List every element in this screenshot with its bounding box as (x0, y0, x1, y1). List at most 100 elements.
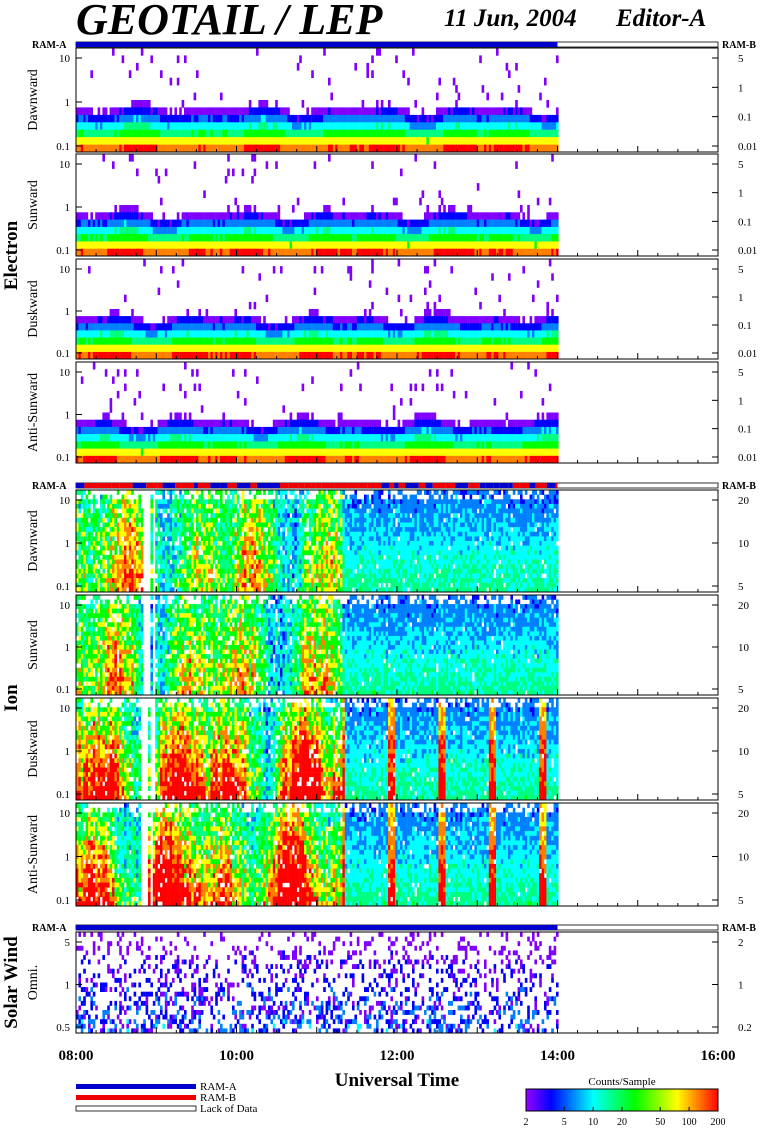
spectrogram-cell (496, 122, 499, 130)
spectrogram-cell (486, 352, 489, 359)
spectrogram-cell (290, 427, 293, 435)
spectrogram-cell (364, 212, 367, 220)
spectrogram-cell (290, 434, 293, 442)
spectrogram-cell (258, 352, 261, 359)
spectrogram-cell (297, 115, 300, 123)
spectrogram-cell (98, 338, 101, 345)
spectrogram-cell (530, 323, 533, 330)
spectrogram-cell (304, 241, 307, 249)
spectrogram-cell (244, 249, 247, 257)
spectrogram-cell (338, 352, 341, 359)
spectrogram-cell (311, 234, 314, 242)
spectrogram-cell (126, 338, 129, 345)
spectrogram-cell (388, 434, 391, 442)
spectrogram-cell (503, 227, 506, 235)
spectrogram-cell (453, 212, 456, 220)
spectrogram-cell (249, 220, 252, 228)
spectrogram-cell (491, 212, 494, 220)
spectrogram-cell (290, 130, 293, 138)
spectrogram-cell (388, 122, 391, 130)
spectrogram-cell (338, 107, 341, 115)
spectrogram-cell (465, 427, 468, 435)
spectrogram-cell (129, 345, 132, 352)
spectrogram-cell (479, 145, 482, 153)
spectrogram-cell (383, 145, 386, 153)
spectrogram-cell (232, 338, 235, 345)
spectrogram-cell (374, 212, 377, 220)
spectrogram-cell (110, 130, 113, 138)
spectrogram-cell (302, 100, 305, 108)
spectrogram-cell (249, 434, 252, 442)
spectrogram-cell (446, 427, 449, 435)
spectrogram-cell (280, 107, 283, 115)
spectrogram-cell (270, 352, 273, 359)
spectrogram-cell (515, 122, 518, 130)
spectrogram-cell (86, 323, 89, 330)
spectrogram-cell (234, 227, 237, 235)
spectrogram-cell (167, 352, 170, 359)
spectrogram-cell (486, 212, 489, 220)
spectrogram-cell (350, 212, 353, 220)
spectrogram-cell (393, 413, 396, 421)
spectrogram-cell (146, 427, 149, 435)
spectrogram-cell (206, 145, 209, 153)
spectrogram-cell (90, 420, 93, 428)
spectrogram-cell (400, 115, 403, 123)
spectrogram-cell (83, 434, 86, 442)
spectrogram-cell (443, 427, 446, 435)
spectrogram-cell (381, 456, 384, 464)
spectrogram-cell (496, 137, 499, 145)
spectrogram-cell (534, 352, 537, 359)
spectrogram-cell (395, 227, 398, 235)
spectrogram-cell (537, 323, 540, 330)
spectrogram-cell (302, 413, 305, 421)
spectrogram-cell (203, 122, 206, 130)
spectrogram-cell (352, 441, 355, 449)
spectrogram-cell (362, 220, 365, 228)
spectrogram-cell (465, 338, 468, 345)
spectrogram-cell (424, 115, 427, 123)
spectrogram-cell (472, 420, 475, 428)
spectrogram-cell (402, 70, 405, 78)
spectrogram-cell (270, 249, 273, 257)
spectrogram-cell (388, 427, 391, 435)
spectrogram-cell (335, 212, 338, 220)
left-tick-label: 0.1 (56, 245, 70, 257)
spectrogram-cell (556, 122, 559, 130)
spectrogram-cell (112, 352, 115, 359)
spectrogram-cell (472, 316, 475, 323)
spectrogram-cell (160, 198, 163, 206)
spectrogram-cell (407, 345, 410, 352)
spectrogram-cell (275, 241, 278, 249)
spectrogram-cell (400, 241, 403, 249)
spectrogram-cell (114, 434, 117, 442)
spectrogram-cell (393, 323, 396, 330)
spectrogram-cell (357, 338, 360, 345)
spectrogram-cell (242, 249, 245, 257)
spectrogram-cell (506, 352, 509, 359)
spectrogram-cell (323, 345, 326, 352)
spectrogram-cell (354, 434, 357, 442)
spectrogram-cell (431, 241, 434, 249)
spectrogram-cell (522, 345, 525, 352)
spectrogram-cell (342, 220, 345, 228)
spectrogram-cell (290, 323, 293, 330)
spectrogram-cell (100, 241, 103, 249)
spectrogram-cell (374, 441, 377, 449)
spectrogram-cell (424, 413, 427, 421)
spectrogram-cell (196, 427, 199, 435)
spectrogram-cell (117, 345, 120, 352)
spectrogram-cell (201, 107, 204, 115)
spectrogram-cell (462, 234, 465, 242)
spectrogram-cell (270, 441, 273, 449)
spectrogram-cell (328, 323, 331, 330)
spectrogram-cell (220, 338, 223, 345)
spectrogram-cell (371, 145, 374, 153)
spectrogram-cell (426, 302, 429, 309)
spectrogram-cell (357, 107, 360, 115)
spectrogram-cell (83, 130, 86, 138)
spectrogram-cell (426, 266, 429, 273)
spectrogram-cell (201, 456, 204, 464)
spectrogram-cell (311, 309, 314, 316)
spectrogram-cell (330, 130, 333, 138)
